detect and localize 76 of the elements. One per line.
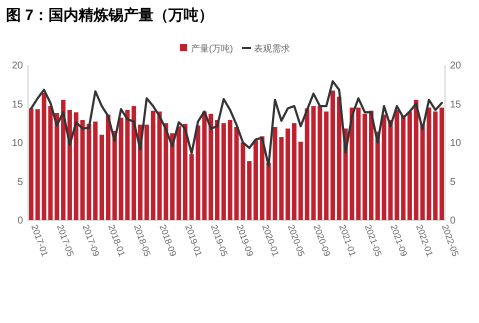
bar [182,124,188,220]
bar [292,123,296,220]
bar [401,115,406,220]
bar [414,100,418,220]
y2-tick-label: 20 [450,60,462,72]
bar [362,114,368,220]
y2-tick-label: 5 [450,176,456,188]
bar [433,112,438,220]
bar [311,106,316,220]
bar [336,96,342,220]
bar [350,108,354,220]
y-tick-label: 20 [12,60,24,72]
bar [118,118,124,220]
bar [93,122,98,220]
y2-tick-label: 15 [450,99,462,110]
bar [67,110,72,220]
bar [440,108,444,220]
bar [286,128,290,220]
y-tick-label: 5 [17,176,24,188]
bar [279,137,284,220]
bar [208,114,214,220]
bar [254,140,258,220]
bar [240,142,246,220]
bar [394,110,400,220]
bar [35,109,40,220]
bar [202,112,207,220]
chart-title: 图 7：国内精炼锡产量（万吨） [6,7,214,24]
bar [228,120,232,220]
bar [266,162,271,220]
bar [420,124,425,220]
bar [189,154,194,220]
bar [260,136,264,220]
bar [221,123,226,220]
bar [247,161,252,220]
bar [318,106,322,220]
bar [215,120,220,220]
bar [170,133,175,220]
bar [164,123,168,220]
y-tick-label: 0 [17,216,24,226]
bar [375,132,380,220]
bar [388,120,393,220]
legend-label: 产量(万吨) [191,44,233,54]
bar [356,108,361,220]
bar [80,120,85,220]
bar [382,114,386,220]
bar [132,106,136,220]
y-tick-label: 15 [12,99,24,110]
bar [42,92,46,220]
bar [196,125,200,220]
bar [100,134,104,220]
bar [324,112,329,220]
bar [157,112,162,220]
bar [407,112,412,220]
bar [54,113,60,220]
bar [426,108,432,220]
bar [86,124,92,220]
bar [272,127,278,220]
bar [144,124,149,220]
y2-tick-label: 10 [450,138,462,149]
bar [330,90,335,220]
bar [61,100,66,220]
bar [304,108,310,220]
bar [112,130,117,220]
bar [368,110,374,220]
bar [106,114,110,220]
bar [125,110,130,220]
y-tick-label: 10 [12,138,24,149]
bar [150,110,156,220]
bar [298,142,303,220]
bar [48,106,53,220]
bar [176,126,182,220]
y2-tick-label: 0 [450,216,456,226]
bar [74,112,78,220]
legend-label: 表观需求 [254,44,290,54]
bar [28,108,34,220]
line-series [30,80,443,167]
